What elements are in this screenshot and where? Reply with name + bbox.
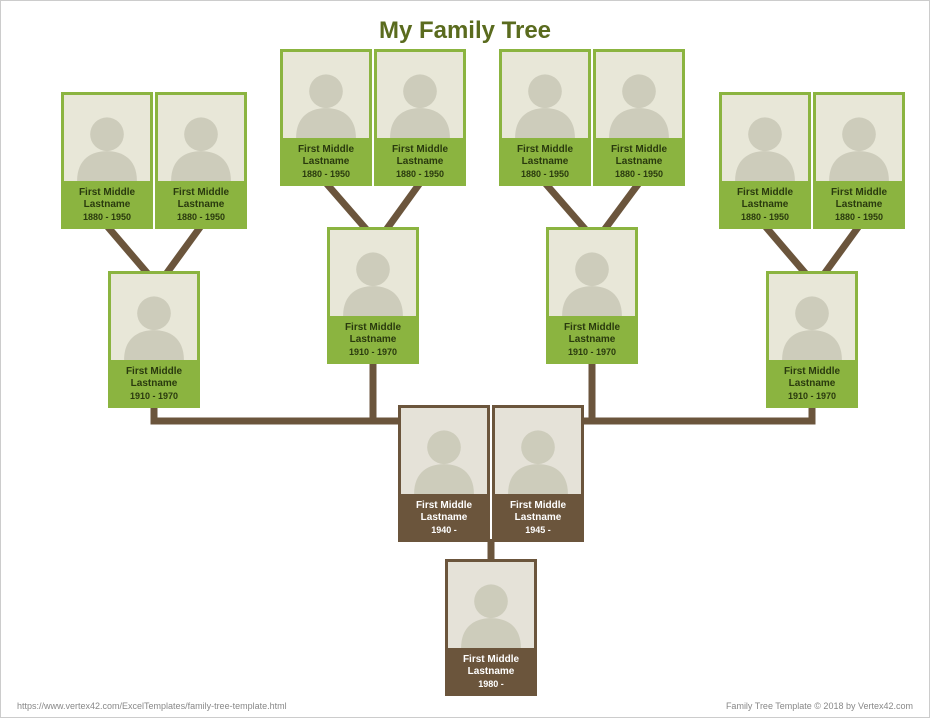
person-card-c2: First MiddleLastname1945 - xyxy=(492,405,584,542)
person-dates: 1980 - xyxy=(448,679,534,690)
person-photo-placeholder xyxy=(111,274,197,362)
person-photo-placeholder xyxy=(816,95,902,183)
person-photo-placeholder xyxy=(330,230,416,318)
family-tree-page: My Family Tree https://www.vertex42.com/… xyxy=(0,0,930,718)
person-card-p4: First MiddleLastname1910 - 1970 xyxy=(766,271,858,408)
person-dates: 1910 - 1970 xyxy=(769,391,855,402)
person-label: First MiddleLastname1880 - 1950 xyxy=(816,183,902,226)
person-card-gp1a: First MiddleLastname1880 - 1950 xyxy=(61,92,153,229)
person-name: First MiddleLastname xyxy=(158,187,244,211)
person-name: First MiddleLastname xyxy=(111,366,197,390)
person-dates: 1880 - 1950 xyxy=(816,212,902,223)
person-name: First MiddleLastname xyxy=(64,187,150,211)
person-name: First MiddleLastname xyxy=(596,144,682,168)
person-label: First MiddleLastname1980 - xyxy=(448,650,534,693)
person-name: First MiddleLastname xyxy=(495,500,581,524)
person-name: First MiddleLastname xyxy=(401,500,487,524)
person-dates: 1940 - xyxy=(401,525,487,536)
person-label: First MiddleLastname1910 - 1970 xyxy=(769,362,855,405)
person-photo-placeholder xyxy=(283,52,369,140)
person-dates: 1880 - 1950 xyxy=(502,169,588,180)
person-label: First MiddleLastname1940 - xyxy=(401,496,487,539)
person-dates: 1880 - 1950 xyxy=(377,169,463,180)
person-card-gp3a: First MiddleLastname1880 - 1950 xyxy=(499,49,591,186)
person-card-p1: First MiddleLastname1910 - 1970 xyxy=(108,271,200,408)
person-card-gp1b: First MiddleLastname1880 - 1950 xyxy=(155,92,247,229)
person-dates: 1880 - 1950 xyxy=(64,212,150,223)
person-photo-placeholder xyxy=(401,408,487,496)
person-name: First MiddleLastname xyxy=(283,144,369,168)
person-label: First MiddleLastname1880 - 1950 xyxy=(502,140,588,183)
person-label: First MiddleLastname1880 - 1950 xyxy=(283,140,369,183)
person-dates: 1880 - 1950 xyxy=(283,169,369,180)
person-photo-placeholder xyxy=(495,408,581,496)
person-dates: 1880 - 1950 xyxy=(596,169,682,180)
person-photo-placeholder xyxy=(769,274,855,362)
person-card-p3: First MiddleLastname1910 - 1970 xyxy=(546,227,638,364)
footer-copyright: Family Tree Template © 2018 by Vertex42.… xyxy=(726,701,913,711)
person-card-gc: First MiddleLastname1980 - xyxy=(445,559,537,696)
person-dates: 1945 - xyxy=(495,525,581,536)
person-photo-placeholder xyxy=(158,95,244,183)
person-card-gp2b: First MiddleLastname1880 - 1950 xyxy=(374,49,466,186)
person-name: First MiddleLastname xyxy=(502,144,588,168)
person-card-gp4a: First MiddleLastname1880 - 1950 xyxy=(719,92,811,229)
person-dates: 1910 - 1970 xyxy=(111,391,197,402)
person-label: First MiddleLastname1880 - 1950 xyxy=(377,140,463,183)
person-name: First MiddleLastname xyxy=(769,366,855,390)
person-photo-placeholder xyxy=(502,52,588,140)
person-label: First MiddleLastname1880 - 1950 xyxy=(596,140,682,183)
person-dates: 1880 - 1950 xyxy=(722,212,808,223)
person-name: First MiddleLastname xyxy=(549,322,635,346)
footer-url: https://www.vertex42.com/ExcelTemplates/… xyxy=(17,701,287,711)
person-dates: 1910 - 1970 xyxy=(549,347,635,358)
person-photo-placeholder xyxy=(64,95,150,183)
person-card-gp3b: First MiddleLastname1880 - 1950 xyxy=(593,49,685,186)
person-label: First MiddleLastname1945 - xyxy=(495,496,581,539)
page-title: My Family Tree xyxy=(1,17,929,45)
person-name: First MiddleLastname xyxy=(330,322,416,346)
person-card-c1: First MiddleLastname1940 - xyxy=(398,405,490,542)
person-label: First MiddleLastname1880 - 1950 xyxy=(64,183,150,226)
person-label: First MiddleLastname1880 - 1950 xyxy=(722,183,808,226)
person-card-gp2a: First MiddleLastname1880 - 1950 xyxy=(280,49,372,186)
person-name: First MiddleLastname xyxy=(816,187,902,211)
person-photo-placeholder xyxy=(377,52,463,140)
person-label: First MiddleLastname1910 - 1970 xyxy=(330,318,416,361)
person-card-gp4b: First MiddleLastname1880 - 1950 xyxy=(813,92,905,229)
person-label: First MiddleLastname1910 - 1970 xyxy=(111,362,197,405)
person-photo-placeholder xyxy=(596,52,682,140)
person-photo-placeholder xyxy=(549,230,635,318)
person-photo-placeholder xyxy=(448,562,534,650)
person-dates: 1880 - 1950 xyxy=(158,212,244,223)
person-label: First MiddleLastname1910 - 1970 xyxy=(549,318,635,361)
person-dates: 1910 - 1970 xyxy=(330,347,416,358)
person-name: First MiddleLastname xyxy=(722,187,808,211)
person-card-p2: First MiddleLastname1910 - 1970 xyxy=(327,227,419,364)
person-name: First MiddleLastname xyxy=(377,144,463,168)
person-name: First MiddleLastname xyxy=(448,654,534,678)
person-photo-placeholder xyxy=(722,95,808,183)
person-label: First MiddleLastname1880 - 1950 xyxy=(158,183,244,226)
